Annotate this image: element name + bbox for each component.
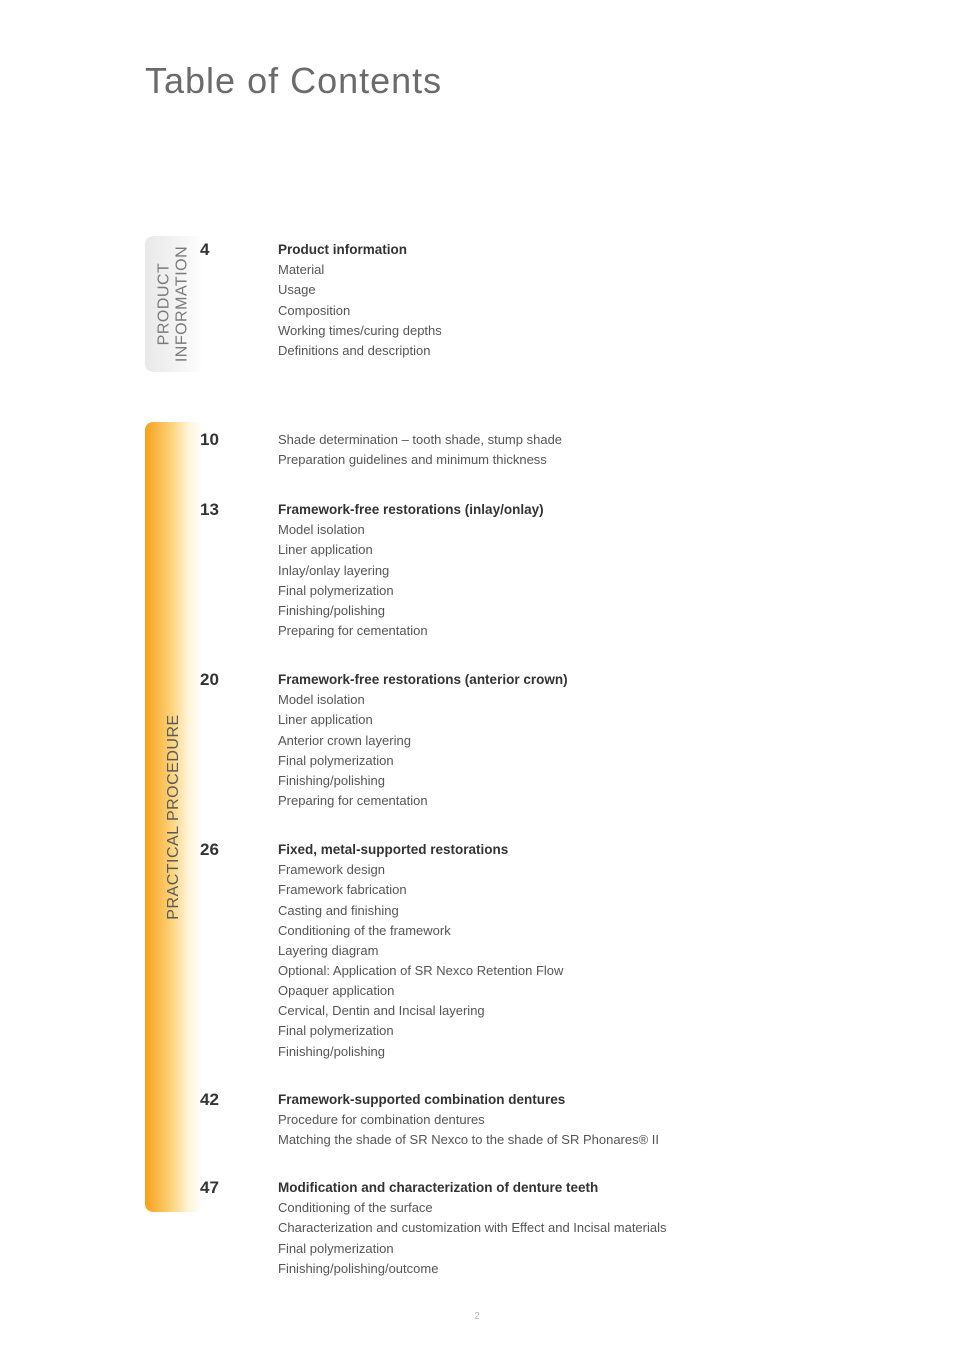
toc-entry-title: Framework-supported combination dentures bbox=[278, 1090, 874, 1110]
toc-entry-line: Definitions and description bbox=[278, 341, 874, 361]
footer-page-number: 2 bbox=[474, 1311, 480, 1322]
toc-entry-line: Procedure for combination dentures bbox=[278, 1110, 874, 1130]
toc-entry-line: Finishing/polishing/outcome bbox=[278, 1259, 874, 1279]
toc-entry-line: Final polymerization bbox=[278, 581, 874, 601]
toc-page-number: 26 bbox=[200, 840, 219, 860]
toc-entry-title: Framework-free restorations (anterior cr… bbox=[278, 670, 874, 690]
toc-entry: 42 Framework-supported combination dentu… bbox=[220, 1090, 874, 1151]
toc-entry-line: Layering diagram bbox=[278, 941, 874, 961]
product-info-tab: PRODUCT INFORMATION bbox=[145, 236, 203, 372]
toc-entry-line: Preparing for cementation bbox=[278, 621, 874, 641]
tab-line: PRODUCT bbox=[156, 263, 173, 346]
toc-entry-line: Finishing/polishing bbox=[278, 601, 874, 621]
toc-entry-line: Working times/curing depths bbox=[278, 321, 874, 341]
toc-entry-line: Anterior crown layering bbox=[278, 731, 874, 751]
toc-entry: 47 Modification and characterization of … bbox=[220, 1178, 874, 1279]
toc-page-number: 4 bbox=[200, 240, 209, 260]
toc-entry-line: Model isolation bbox=[278, 520, 874, 540]
toc-entry-line: Liner application bbox=[278, 710, 874, 730]
toc-entry-line: Framework design bbox=[278, 860, 874, 880]
toc-entry-title: Product information bbox=[278, 240, 874, 260]
toc-entry: 20 Framework-free restorations (anterior… bbox=[220, 670, 874, 811]
toc-entry: 26 Fixed, metal-supported restorations F… bbox=[220, 840, 874, 1062]
toc-entry-line: Material bbox=[278, 260, 874, 280]
toc-entry-line: Inlay/onlay layering bbox=[278, 561, 874, 581]
toc-entry-line: Final polymerization bbox=[278, 751, 874, 771]
toc-entry-line: Composition bbox=[278, 301, 874, 321]
practical-procedure-tab: PRACTICAL PROCEDURE bbox=[145, 422, 203, 1212]
practical-procedure-tab-label: PRACTICAL PROCEDURE bbox=[165, 714, 183, 919]
toc-entry-line: Preparing for cementation bbox=[278, 791, 874, 811]
toc-entry-line: Optional: Application of SR Nexco Retent… bbox=[278, 961, 874, 981]
toc-entry: 10 Shade determination – tooth shade, st… bbox=[220, 430, 874, 470]
toc-page-number: 47 bbox=[200, 1178, 219, 1198]
toc-entry-line: Casting and finishing bbox=[278, 901, 874, 921]
toc-entry-line: Conditioning of the framework bbox=[278, 921, 874, 941]
toc-entry-line: Framework fabrication bbox=[278, 880, 874, 900]
toc-page-number: 13 bbox=[200, 500, 219, 520]
toc-entry-line: Finishing/polishing bbox=[278, 771, 874, 791]
toc-page-number: 20 bbox=[200, 670, 219, 690]
toc-page-number: 42 bbox=[200, 1090, 219, 1110]
toc-entry-line: Final polymerization bbox=[278, 1239, 874, 1259]
toc-page-number: 10 bbox=[200, 430, 219, 450]
toc-entry-title: Modification and characterization of den… bbox=[278, 1178, 874, 1198]
toc-entry-line: Conditioning of the surface bbox=[278, 1198, 874, 1218]
toc-entry-title: Fixed, metal-supported restorations bbox=[278, 840, 874, 860]
toc-entry-line: Model isolation bbox=[278, 690, 874, 710]
toc-entry-title: Framework-free restorations (inlay/onlay… bbox=[278, 500, 874, 520]
toc-entry-line: Matching the shade of SR Nexco to the sh… bbox=[278, 1130, 874, 1150]
toc-entry-line: Usage bbox=[278, 280, 874, 300]
page-title: Table of Contents bbox=[145, 60, 442, 102]
tab-line: INFORMATION bbox=[174, 246, 191, 362]
toc-entry-line: Opaquer application bbox=[278, 981, 874, 1001]
toc-entry-line: Preparation guidelines and minimum thick… bbox=[278, 450, 874, 470]
product-info-tab-label: PRODUCT INFORMATION bbox=[156, 246, 193, 362]
toc-entry-line: Cervical, Dentin and Incisal layering bbox=[278, 1001, 874, 1021]
toc-entry: 4 Product information Material Usage Com… bbox=[220, 240, 874, 361]
toc-entry-line: Characterization and customization with … bbox=[278, 1218, 874, 1238]
toc-entry-line: Shade determination – tooth shade, stump… bbox=[278, 430, 874, 450]
toc-entry-line: Liner application bbox=[278, 540, 874, 560]
toc-entry-line: Finishing/polishing bbox=[278, 1042, 874, 1062]
toc-entry-line: Final polymerization bbox=[278, 1021, 874, 1041]
toc-entry: 13 Framework-free restorations (inlay/on… bbox=[220, 500, 874, 641]
